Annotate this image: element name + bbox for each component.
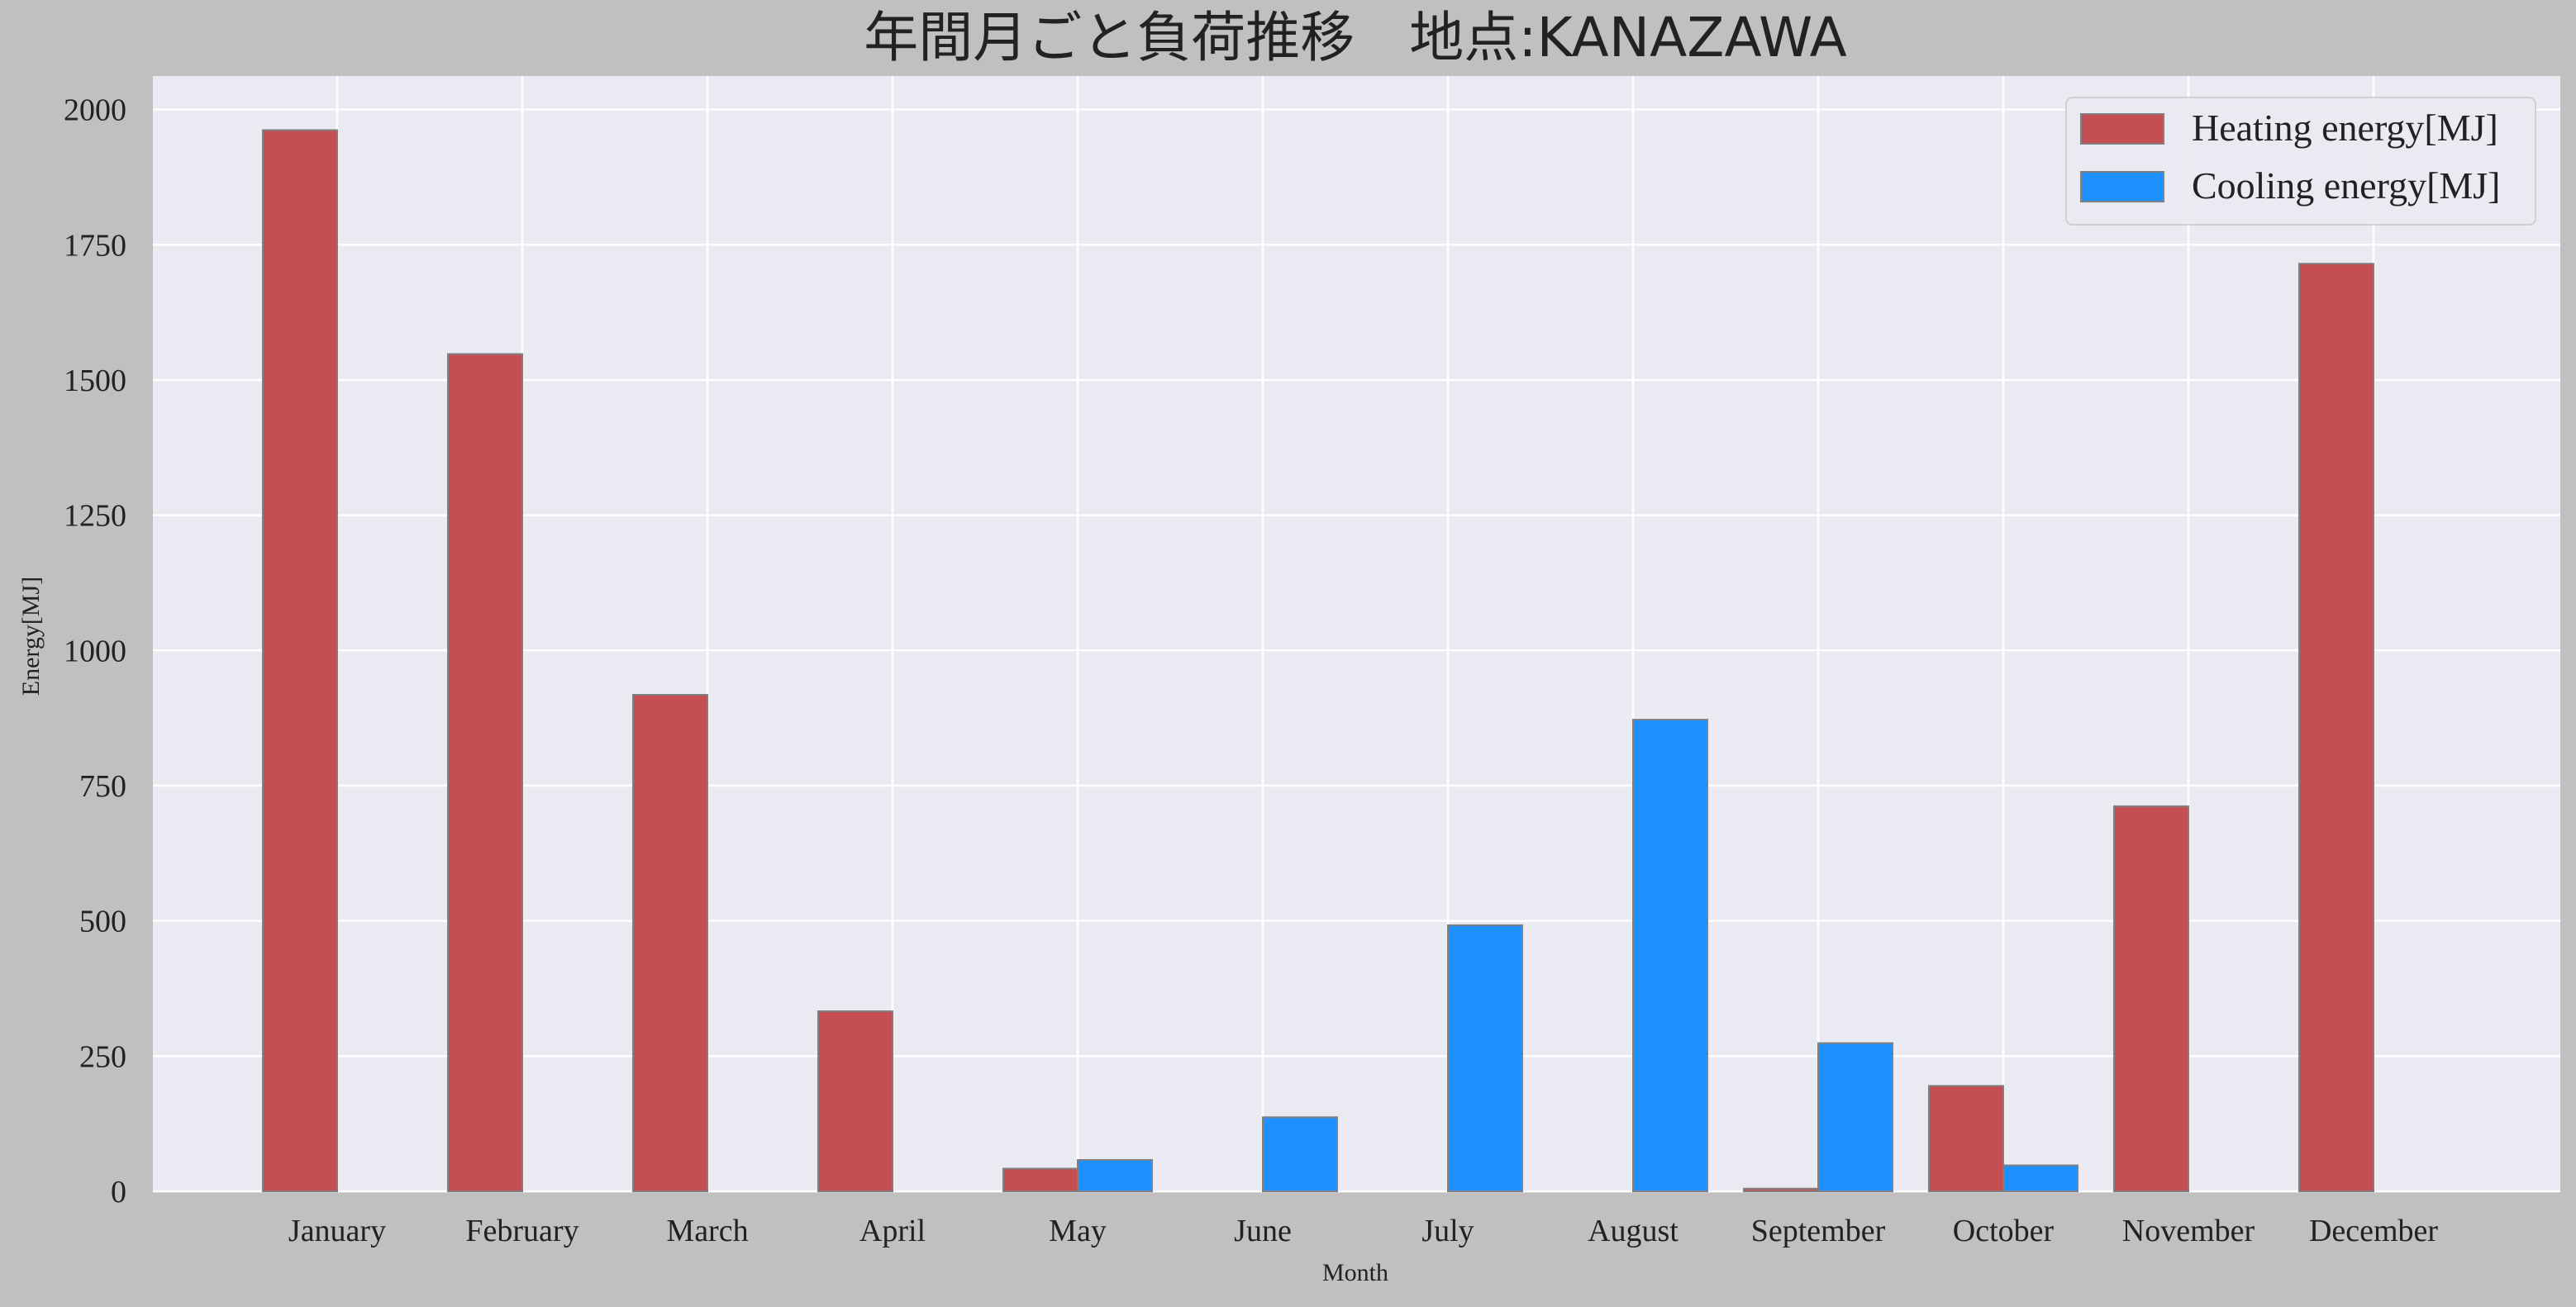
bar-heating (1928, 1085, 2004, 1192)
x-tick-label: September (1751, 1214, 1886, 1248)
x-tick-label: December (2309, 1214, 2438, 1248)
x-tick-label: July (1421, 1214, 1474, 1248)
bar-cooling (1077, 1159, 1153, 1192)
legend: Heating energy[MJ] Cooling energy[MJ] (2065, 97, 2536, 226)
x-tick-label: February (465, 1214, 579, 1248)
bar-cooling (1632, 719, 1708, 1192)
x-tick-label: June (1234, 1214, 1292, 1248)
bar-heating (2113, 805, 2189, 1193)
bar-cooling (1262, 1116, 1338, 1193)
bar-heating (1743, 1187, 1819, 1192)
legend-box (2065, 97, 2536, 226)
bar-cooling (1817, 1042, 1893, 1193)
y-axis-label: Energy[MJ] (17, 577, 45, 696)
bar-heating (447, 353, 523, 1192)
y-tick-label: 750 (79, 769, 126, 804)
x-tick-label: August (1588, 1214, 1678, 1248)
y-tick-label: 2000 (64, 93, 126, 128)
legend-label: Cooling energy[MJ] (2192, 164, 2501, 207)
chart-title: 年間月ごと負荷推移 地点:KANAZAWA (864, 6, 1847, 69)
y-tick-label: 1750 (64, 228, 126, 263)
bar-heating (1002, 1167, 1078, 1193)
legend-swatch (2080, 113, 2164, 145)
legend-label: Heating energy[MJ] (2192, 107, 2498, 149)
legend-swatch (2080, 171, 2164, 202)
plot-area: 0 250 500 750 1000 1250 1500 1750 2000 January Feb… (64, 76, 2560, 1248)
bar-heating (2298, 263, 2374, 1192)
x-tick-label: May (1049, 1214, 1107, 1248)
y-tick-label: 250 (79, 1039, 126, 1074)
bar-heating (817, 1010, 893, 1193)
y-tick-label: 500 (79, 905, 126, 939)
bar-cooling (1447, 924, 1523, 1192)
x-tick-label: January (288, 1214, 386, 1248)
x-axis-label: Month (1322, 1259, 1388, 1286)
y-tick-label: 1000 (64, 634, 126, 668)
y-tick-label: 0 (111, 1175, 126, 1210)
bar-heating (632, 693, 708, 1192)
x-tick-label: April (859, 1214, 926, 1248)
x-tick-label: October (1953, 1214, 2055, 1248)
y-tick-label: 1250 (64, 499, 126, 534)
x-tick-label: March (666, 1214, 748, 1248)
bar-cooling (2002, 1164, 2078, 1193)
y-tick-label: 1500 (64, 364, 126, 398)
x-tick-label: November (2122, 1214, 2255, 1248)
bar-heating (262, 129, 338, 1192)
